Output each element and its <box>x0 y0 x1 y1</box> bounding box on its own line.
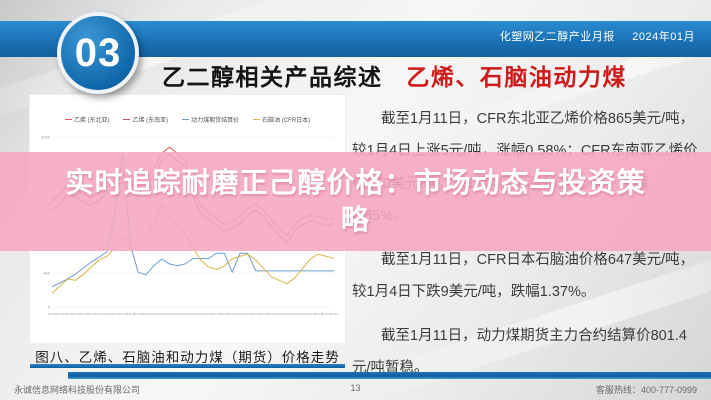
legend-item: 石脑油 (CFR日本) <box>253 115 310 124</box>
svg-text:2023/9: 2023/9 <box>298 312 307 316</box>
overlay-title: 实时追踪耐磨正己醇价格：市场动态与投资策略 <box>65 167 646 235</box>
chart-caption: 图八、乙烯、石脑油和动力煤（期货）价格走势 <box>35 350 340 365</box>
legend-item: 动力煤期货结算价 <box>182 115 239 124</box>
footer-company: 永诚信息网络科技股份有限公司 <box>14 385 141 395</box>
legend-item: 乙烯 (东北亚) <box>64 115 110 124</box>
svg-text:400: 400 <box>43 270 50 275</box>
legend-line-swatch <box>64 118 72 121</box>
svg-text:2000: 2000 <box>41 134 51 139</box>
svg-text:2022/9: 2022/9 <box>204 312 213 316</box>
svg-text:2021/1: 2021/1 <box>48 312 57 316</box>
svg-text:2022/1: 2022/1 <box>142 312 151 316</box>
footer-bar <box>68 372 711 379</box>
svg-text:2022/10: 2022/10 <box>211 312 222 316</box>
svg-text:2023/5: 2023/5 <box>267 312 276 316</box>
svg-text:2023/7: 2023/7 <box>283 312 292 316</box>
legend-line-swatch <box>253 118 261 121</box>
svg-text:2023/10: 2023/10 <box>305 312 316 316</box>
svg-text:2023/4: 2023/4 <box>259 312 268 316</box>
section-number: 03 <box>74 30 122 75</box>
svg-text:2022/11: 2022/11 <box>219 312 229 316</box>
svg-text:2022/7: 2022/7 <box>189 312 198 316</box>
svg-text:2021/8: 2021/8 <box>103 312 112 316</box>
svg-text:2022/4: 2022/4 <box>165 312 174 316</box>
svg-text:0: 0 <box>48 304 51 309</box>
svg-text:2021/12: 2021/12 <box>133 312 144 316</box>
report-tag: 化塑网乙二醇产业月报 2024年01月 <box>500 28 695 44</box>
page-title: 乙二醇相关产品综述 乙烯、石脑油动力煤 <box>162 58 627 92</box>
caption-underline <box>30 364 345 368</box>
legend-label: 石脑油 (CFR日本) <box>262 118 311 124</box>
page-title-main: 乙二醇相关产品综述 <box>162 64 383 90</box>
report-label: 化塑网乙二醇产业月报 <box>499 31 615 43</box>
legend-line-swatch <box>123 118 131 121</box>
svg-text:2022/3: 2022/3 <box>157 312 166 316</box>
section-number-badge: 03 <box>57 12 139 94</box>
legend-label: 乙烯 (东北亚) <box>73 118 110 124</box>
svg-text:2021/7: 2021/7 <box>95 312 104 316</box>
page-title-sub: 乙烯、石脑油动力煤 <box>406 64 627 90</box>
footer: 永诚信息网络科技股份有限公司 13 客服热线：400-777-0999 <box>0 381 711 397</box>
svg-text:2023/11: 2023/11 <box>313 312 323 316</box>
svg-text:2022/5: 2022/5 <box>173 312 182 316</box>
footer-hotline: 客服热线：400-777-0999 <box>596 383 697 396</box>
paragraph-naphtha: 截至1月11日，CFR日本石脑油价格647美元/吨，较1月4日下跌9美元/吨，跌… <box>352 251 695 301</box>
overlay-banner: 实时追踪耐磨正己醇价格：市场动态与投资策略 <box>0 152 711 251</box>
legend-label: 乙烯 (东南亚) <box>132 118 169 124</box>
chart-legend: 乙烯 (东北亚) 乙烯 (东南亚) 动力煤期货结算价 石脑油 (CFR日本) <box>30 115 345 124</box>
svg-text:2023/6: 2023/6 <box>275 312 284 316</box>
svg-text:2021/11: 2021/11 <box>125 312 135 316</box>
legend-line-swatch <box>182 118 190 121</box>
hotline-number: 400-777-0999 <box>640 385 697 395</box>
legend-item: 乙烯 (东南亚) <box>123 115 168 124</box>
legend-label: 动力煤期货结算价 <box>191 118 240 124</box>
svg-text:2021/10: 2021/10 <box>117 312 128 316</box>
report-date: 2024年01月 <box>632 31 695 43</box>
svg-text:2022/8: 2022/8 <box>197 312 206 316</box>
svg-text:2023/8: 2023/8 <box>291 312 300 316</box>
hotline-label: 客服热线： <box>595 385 641 395</box>
svg-text:2021/6: 2021/6 <box>87 312 96 316</box>
svg-text:2021/9: 2021/9 <box>110 312 119 316</box>
svg-text:2022/6: 2022/6 <box>181 312 190 316</box>
svg-text:2021/2: 2021/2 <box>56 312 65 316</box>
svg-text:2023/2: 2023/2 <box>244 312 253 316</box>
svg-text:2021/5: 2021/5 <box>79 312 88 316</box>
svg-text:2024/1: 2024/1 <box>330 312 338 316</box>
svg-text:2021/3: 2021/3 <box>63 312 72 316</box>
svg-text:2021/4: 2021/4 <box>71 312 80 316</box>
svg-text:2023/3: 2023/3 <box>251 312 260 316</box>
svg-text:2022/2: 2022/2 <box>150 312 159 316</box>
svg-text:2022/12: 2022/12 <box>227 312 238 316</box>
svg-text:2023/1: 2023/1 <box>236 312 245 316</box>
svg-text:2023/12: 2023/12 <box>321 312 332 316</box>
